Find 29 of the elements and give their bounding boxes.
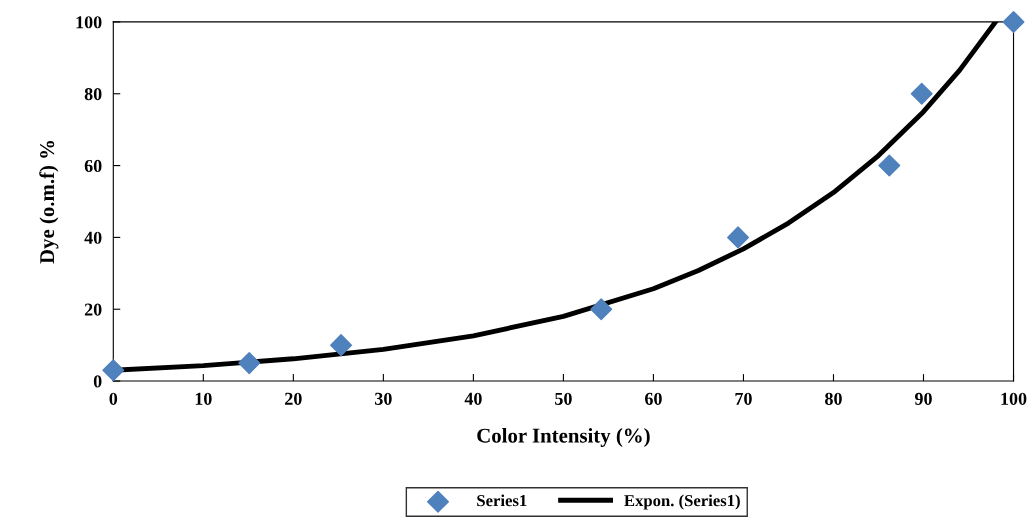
point bbox=[330, 334, 353, 357]
x-tick-label: 80 bbox=[825, 392, 842, 405]
x-tick-label: 30 bbox=[375, 392, 392, 405]
point bbox=[590, 298, 613, 321]
x-tick-label: 10 bbox=[195, 392, 212, 405]
x-tick-label: 70 bbox=[735, 392, 752, 405]
y-tick-label: 100 bbox=[76, 16, 102, 29]
x-tick-label: 40 bbox=[464, 392, 482, 405]
y-tick-label: 40 bbox=[84, 231, 102, 244]
x-tick-label: 50 bbox=[555, 392, 572, 405]
point bbox=[910, 82, 933, 105]
x-tick-label: 100 bbox=[1001, 392, 1027, 405]
point bbox=[238, 352, 261, 375]
point bbox=[102, 359, 125, 382]
y-axis-title: Dye (o.m.f) % bbox=[39, 140, 59, 264]
x-axis-title: Color Intensity (%) bbox=[477, 427, 650, 447]
x-tick-label: 90 bbox=[914, 392, 932, 405]
y-tick-label: 0 bbox=[93, 375, 102, 388]
point bbox=[878, 154, 901, 177]
y-tick-label: 20 bbox=[84, 303, 102, 316]
point bbox=[1002, 10, 1025, 33]
x-tick-label: 60 bbox=[645, 392, 662, 405]
x-tick-label: 0 bbox=[109, 392, 118, 405]
legend-label: Expon. (Series1) bbox=[624, 494, 740, 510]
y-tick-label: 60 bbox=[84, 159, 102, 173]
point bbox=[727, 226, 750, 249]
legend-label: Series1 bbox=[477, 494, 527, 507]
x-tick-label: 20 bbox=[285, 392, 302, 405]
y-tick-label: 80 bbox=[84, 88, 102, 101]
